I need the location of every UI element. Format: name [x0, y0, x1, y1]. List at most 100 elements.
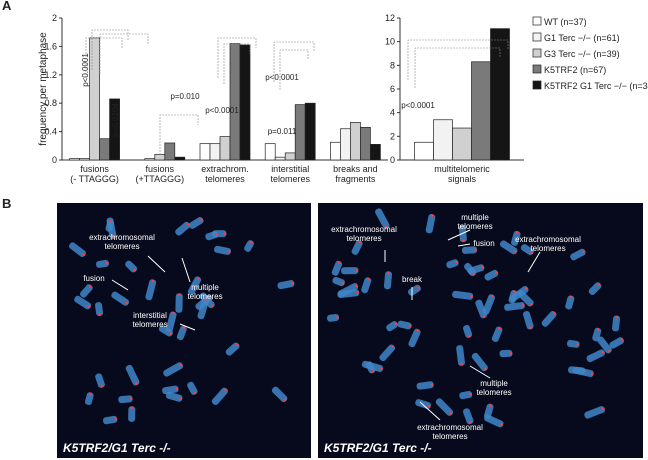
telomere: [179, 397, 183, 400]
chromosome: [341, 267, 359, 275]
telomere: [601, 350, 605, 354]
chromosome: [111, 291, 130, 306]
legend-label: WT (n=37): [544, 17, 587, 27]
telomere: [495, 271, 498, 274]
bar: [79, 158, 90, 161]
telomere: [228, 250, 231, 253]
bar: [164, 142, 176, 161]
chromosome: [511, 230, 521, 246]
y-tick-label: 0.8: [44, 98, 57, 108]
arrow: [419, 401, 441, 421]
telomere: [169, 332, 173, 336]
bar: [144, 158, 156, 161]
legend-label: K5TRF2 (n=67): [544, 65, 606, 75]
chromosome: [95, 373, 105, 388]
telomere: [467, 334, 471, 338]
chromosome: [522, 311, 534, 330]
telomere: [608, 349, 611, 353]
telomere: [129, 397, 133, 401]
chromosome: [597, 336, 612, 354]
chromosome: [84, 392, 94, 405]
telomere: [490, 294, 494, 298]
telomere: [291, 281, 295, 285]
bar: [239, 44, 251, 161]
chromosome: [277, 280, 295, 290]
chromosome: [188, 216, 204, 229]
chromosome: [197, 297, 209, 320]
chromosome: [361, 277, 372, 294]
telomere: [355, 284, 358, 288]
x-tick-label: fusions (+TTAGGG): [136, 164, 185, 184]
micrograph-annotation: break: [402, 275, 423, 284]
telomere: [590, 372, 594, 376]
bar: [229, 43, 241, 161]
bar: [219, 136, 231, 161]
chromosome: [162, 385, 179, 395]
micrograph-annotation: fusion: [83, 274, 104, 283]
chromosome: [176, 325, 187, 341]
telomere: [87, 305, 91, 308]
telomere: [209, 295, 212, 299]
chromosome: [408, 328, 421, 348]
chromosome: [435, 398, 454, 416]
p-value: p<0.0001: [205, 106, 239, 115]
telomere: [133, 268, 137, 272]
telomere: [576, 343, 580, 346]
telomere: [514, 250, 517, 254]
bar: [294, 104, 306, 161]
legend-label: G3 Terc −/− (n=39): [544, 49, 620, 59]
chromosome: [225, 342, 240, 356]
chromosome: [175, 221, 191, 236]
chromosome: [509, 285, 529, 302]
telomere: [416, 329, 420, 332]
chromosome: [74, 295, 92, 310]
y-tick-label: 1.6: [44, 41, 57, 51]
telomere: [569, 295, 573, 299]
chromosome: [570, 248, 586, 261]
chromosome: [504, 302, 525, 311]
telomere: [500, 423, 503, 426]
bar: [174, 156, 186, 161]
micrograph-annotation: extrachromosomal telomeres: [89, 233, 155, 251]
telomere: [615, 315, 619, 319]
arrow: [457, 243, 471, 247]
bar: [99, 138, 110, 161]
chromosome: [484, 269, 499, 281]
y-tick-label: 6: [390, 84, 395, 94]
telomere: [552, 311, 556, 315]
chromosome: [326, 313, 340, 322]
chromosome: [612, 315, 621, 332]
telomere: [172, 311, 175, 315]
telomere: [109, 219, 113, 223]
bar: [209, 143, 221, 161]
telomere: [460, 362, 463, 366]
chromosome: [158, 325, 173, 337]
chromosome: [452, 290, 474, 300]
chromosome: [464, 262, 477, 277]
chromosome: [379, 344, 396, 362]
telomere: [430, 214, 434, 217]
bar: [154, 153, 166, 161]
micrograph-annotation: fusion: [473, 239, 494, 248]
chromosome: [459, 390, 473, 400]
bracket: [217, 37, 257, 78]
bar: [471, 61, 491, 161]
chromosome: [541, 310, 557, 327]
telomere: [530, 251, 534, 254]
chromosome: [482, 294, 496, 315]
chromosome: [95, 302, 104, 317]
bracket: [279, 49, 309, 90]
bar: [69, 158, 80, 161]
chromosome: [361, 360, 384, 373]
p-value: p<0.0001: [81, 53, 90, 87]
chromosome: [271, 386, 288, 403]
telomere: [470, 295, 473, 298]
telomere: [224, 388, 227, 392]
telomere: [620, 338, 624, 342]
chromosome: [491, 326, 503, 343]
x-tick-label: extrachrom. telomeres: [201, 164, 249, 184]
micrograph-caption: K5TRF2/G1 Terc -/-: [324, 441, 432, 455]
bar: [433, 119, 453, 161]
chromosome: [415, 399, 431, 410]
chromosome: [105, 219, 115, 232]
